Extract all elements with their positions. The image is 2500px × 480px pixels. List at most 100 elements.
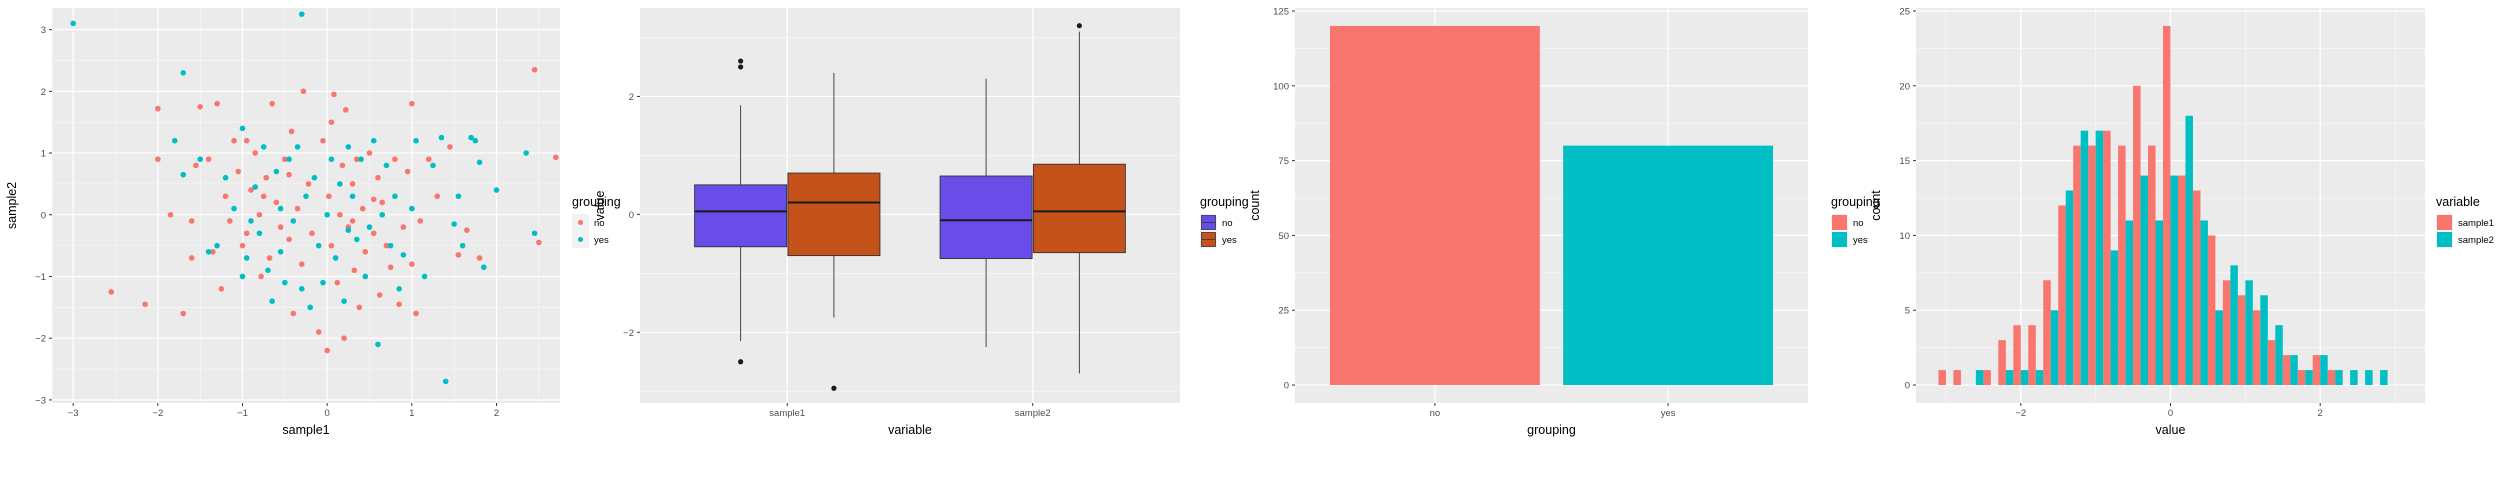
scatter-point-yes [239,273,246,280]
scatter-point-yes [451,221,457,227]
scatter-point-yes [421,273,428,280]
legend-swatch [2437,215,2452,230]
scatter-point-yes [277,205,284,212]
scatter-point-yes [269,298,275,304]
histogram-bar-sample1 [2312,355,2321,386]
scatter-point-no [400,224,407,230]
histogram-bar-sample1 [1953,370,1961,386]
histogram-bar-sample2 [2050,310,2059,386]
histogram-bar-sample1 [2163,25,2171,386]
y-tick-label: 0 [629,210,634,221]
bar-yes [1563,145,1774,386]
scatter-point-yes [303,193,309,200]
histogram-bar-sample2 [2230,265,2238,386]
x-tick-label: sample2 [1015,408,1051,419]
histogram-bar-sample2 [2350,370,2358,386]
scatter-point-no [315,329,322,335]
scatter-point-yes [459,242,466,249]
scatter-point-yes [396,286,402,292]
legend-swatch [1832,232,1847,247]
histogram-bar-sample1 [2118,145,2126,386]
scatter-point-yes [243,255,250,261]
histogram-bar-sample1 [2297,370,2306,386]
scatter-point-yes [180,171,187,178]
y-tick-label: 0 [1284,381,1289,392]
histogram-bar-sample1 [2058,205,2066,386]
histogram-bar-sample2 [2005,370,2014,386]
scatter-point-yes [523,150,529,156]
x-axis-title: sample1 [282,423,329,437]
y-tick-label: 0 [1905,381,1910,392]
histogram-bar-sample2 [2290,355,2298,386]
scatter-point-yes [476,159,483,166]
histogram-bar-sample2 [2155,220,2164,386]
scatter-point-yes [197,156,203,163]
y-axis-title: count [1248,190,1262,221]
x-axis-title: grouping [1527,423,1576,437]
scatter-point-no [337,211,343,218]
bar-no [1329,25,1540,386]
scatter-point-no [349,181,356,187]
scatter-point-no [193,162,199,169]
y-tick-label: 1 [41,149,46,160]
scatter-point-yes [345,144,352,150]
legend-swatch [578,220,583,225]
scatter-point-yes [214,242,220,249]
scatter-point-yes [205,248,212,255]
histogram-bar-sample2 [2320,355,2328,386]
scatter-point-no [258,273,264,280]
scatter-point-yes [231,205,237,212]
x-tick-label: no [1430,408,1441,419]
scatter-point-no [366,150,373,156]
histogram-bar-sample2 [2125,220,2134,386]
scatter-point-no [243,230,250,237]
legend-label: no [594,218,605,229]
legend-swatch [1832,215,1847,230]
scatter-point-yes [171,137,178,144]
scatter-point-no [188,255,195,261]
scatter-point-no [354,156,360,163]
scatter-point-yes [345,227,352,233]
box-sample2-yes [1032,163,1126,254]
histogram-bar-sample1 [2028,325,2036,386]
scatter-point-no [339,162,346,169]
histogram-bar-sample1 [1938,370,1946,386]
scatter-point-no [214,100,220,107]
x-tick-label: −2 [152,408,163,419]
scatter-point-no [383,242,390,249]
scatter-point-no [531,66,538,73]
scatter-point-yes [430,162,436,169]
scatter-point-no [222,193,229,200]
box-sample1-no [694,184,788,248]
box-sample1-yes [787,172,881,257]
legend-label: sample1 [2458,218,2494,229]
x-axis-title: variable [888,423,932,437]
scatter-point-yes [383,162,390,169]
scatter-point-no [309,230,315,237]
legend-label: no [1853,218,1864,229]
scatter-point-yes [493,187,500,193]
scatter-point-no [155,156,161,163]
histogram-bar-sample1 [2327,370,2336,386]
scatter-point-yes [409,205,415,212]
scatter-point-yes [260,144,267,150]
scatter-point-no [404,168,411,175]
legend-title: grouping [1831,195,1880,209]
legend-label: yes [1853,235,1868,246]
scatter-point-yes [294,144,301,150]
x-tick-label: 0 [325,408,330,419]
scatter-point-yes [328,156,335,163]
scatter-point-no [300,88,307,95]
scatter-point-no [413,310,419,317]
histogram-bar-sample2 [2095,130,2104,386]
scatter-point-no [243,137,250,144]
scatter-point-yes [239,125,246,132]
box-outlier [738,359,744,365]
scatter-point-no [290,310,297,317]
y-tick-label: 5 [1905,306,1910,317]
scatter-point-no [409,261,415,267]
histogram-bar-sample2 [2080,130,2089,386]
scatter-point-no [379,199,386,206]
scatter-point-no [552,154,559,161]
scatter-point-no [425,156,432,163]
